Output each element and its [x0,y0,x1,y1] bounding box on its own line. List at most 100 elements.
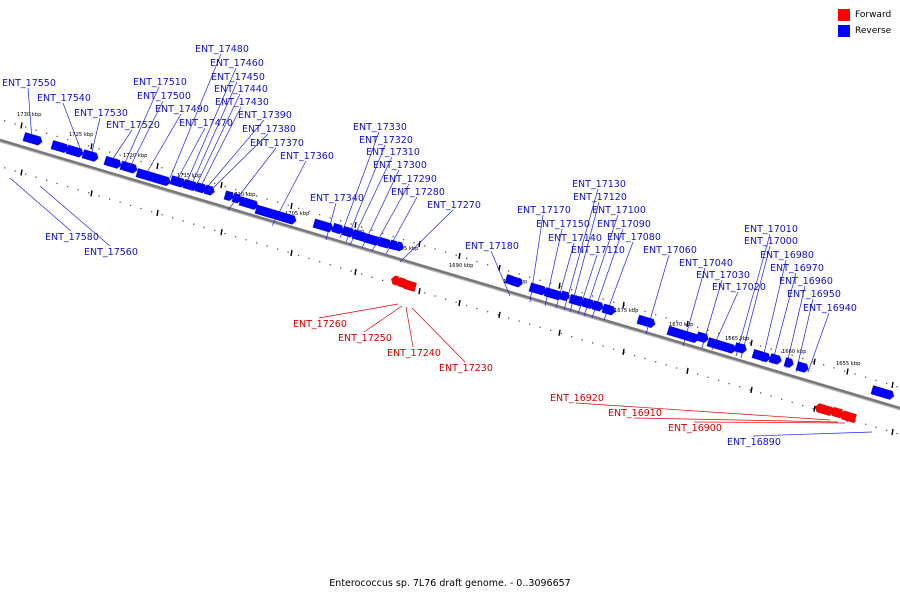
gene-label: ENT_16970 [770,263,824,274]
track-dot-upper [802,357,804,360]
tick-mark-lower [220,228,223,236]
gene-shape [528,282,547,296]
reverse-gene-block [331,222,344,235]
track-dot-upper [655,314,657,316]
tick-mark-lower [498,311,501,319]
tick-mark-upper [156,162,159,170]
track-dot-lower [791,401,793,404]
track-dot-upper [707,329,709,331]
gene-outline [22,131,43,146]
gene-label: ENT_17030 [696,270,750,281]
gene-leader-line [807,312,830,373]
track-dot-upper [98,148,100,150]
track-dot-upper [235,188,237,191]
gene-shape [254,204,297,225]
track-dot-upper [350,223,352,225]
track-dot-upper [308,210,310,213]
tick-mark-lower [686,367,689,375]
track-dot-upper [130,157,132,160]
gene-outline [401,279,418,293]
gene-outline [395,241,404,252]
track-dot-lower [560,332,562,335]
track-dot-upper [371,229,373,231]
gene-leader-line [563,188,599,311]
gene-shape [312,218,334,233]
gene-shape [706,337,736,354]
gene-outline [341,225,355,238]
gene-label: ENT_17170 [517,205,571,216]
track-dot-upper [476,260,478,263]
gene-leader-line [752,431,873,437]
gene-label: ENT_17140 [548,233,602,244]
tick-label: 1655 kbp [836,361,861,367]
gene-leader-line [194,93,241,189]
reverse-swatch [838,25,850,37]
track-dot-upper [518,273,520,275]
track-dot-lower [319,260,321,263]
gene-outline [738,343,747,354]
gene-label: ENT_17100 [592,205,646,216]
tick-mark-lower [418,287,421,295]
track-dot-upper [529,276,531,278]
gene-leader-line [490,250,511,297]
track-dot-upper [697,326,699,328]
gene-shape [194,182,207,194]
track-dot-upper [256,195,258,197]
track-dot-upper [109,151,111,153]
gene-leader-line [202,119,265,193]
gene-outline [231,192,242,204]
gene-label: ENT_17520 [106,120,160,131]
gene-label: ENT_17260 [293,319,347,330]
track-dot-lower [361,273,363,275]
tick-mark-lower [354,268,357,276]
gene-outline [390,275,400,286]
track-dot-upper [46,132,48,134]
gene-label: ENT_17000 [744,236,798,247]
track-dot-upper [382,232,384,235]
track-dot-upper [14,123,16,125]
gene-outline [169,175,186,188]
track-dot-upper [277,201,279,203]
track-dot-upper [319,213,321,216]
gene-label: ENT_17080 [607,232,661,243]
track-dot-lower [46,179,48,181]
track-dot-upper [140,160,142,163]
track-dot-lower [518,320,520,322]
forward-swatch [838,9,850,21]
track-dot-lower [781,398,783,400]
gene-leader-line [399,209,454,263]
gene-outline [254,204,297,225]
gene-leader-line [62,102,81,149]
track-dot-lower [350,270,352,272]
gene-label: ENT_17380 [242,124,296,135]
track-dot-lower [749,389,751,391]
tick-mark-lower [156,209,159,217]
track-dot-upper [466,257,468,260]
gene-leader-line [318,303,399,319]
gene-shape [231,192,242,204]
gene-label: ENT_17550 [2,78,56,89]
gene-label: ENT_17150 [536,219,590,230]
track-dot-upper [676,320,678,322]
gene-label: ENT_17360 [280,151,334,162]
track-dot-upper [539,279,541,281]
tick-label: 1725 kbp [69,132,94,138]
legend: Forward Reverse [838,8,891,40]
genome-caption: Enterococcus sp. 7L76 draft genome. - 0.… [329,578,571,589]
gene-label: ENT_17340 [310,193,364,204]
gene-shape [341,226,355,238]
gene-shape [738,343,747,354]
track-dot-upper [770,348,772,350]
gene-shape [795,361,809,373]
track-dot-lower [235,235,237,238]
track-dot-lower [854,420,856,422]
reverse-gene-block [510,276,523,288]
gene-label: ENT_17180 [465,241,519,252]
track-dot-upper [718,332,720,335]
gene-leader-line [411,307,466,363]
tick-mark-upper [558,282,561,289]
gene-leader-line [795,298,814,373]
tick-mark-lower [458,299,461,307]
tick-mark-upper [750,339,753,347]
tick-label: 1690 kbp [449,263,474,269]
